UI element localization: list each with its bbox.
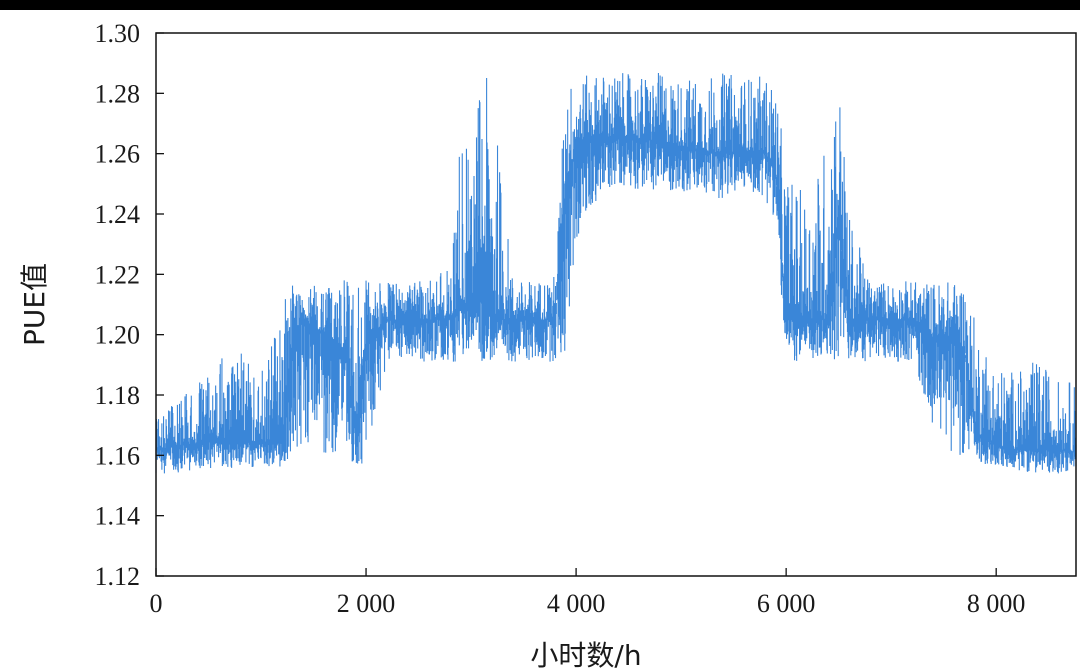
y-tick-label: 1.18 <box>95 381 141 410</box>
y-axis-title: PUE值 <box>18 263 51 346</box>
y-tick-label: 1.26 <box>95 140 141 169</box>
x-tick-label: 0 <box>150 589 163 618</box>
x-tick-label: 2 000 <box>337 589 396 618</box>
ticks-layer: 1.12 1.14 1.16 1.18 1.20 1.22 1.24 1.26 1.28 1.30… <box>95 19 1026 618</box>
y-tick-label: 1.14 <box>95 502 141 531</box>
y-tick-label: 1.16 <box>95 441 141 470</box>
x-tick-label: 4 000 <box>547 589 606 618</box>
series-0-trace <box>155 72 1077 474</box>
y-tick-label: 1.24 <box>95 200 141 229</box>
plot-frame <box>155 32 1077 577</box>
y-tick-label: 1.12 <box>95 562 141 591</box>
y-tick-label: 1.22 <box>95 260 141 289</box>
x-tick-label: 6 000 <box>757 589 816 618</box>
y-tick-label: 1.28 <box>95 79 141 108</box>
x-axis-title: 小时数/h <box>530 639 641 671</box>
series-layer <box>155 72 1077 474</box>
x-tick-label: 8 000 <box>967 589 1026 618</box>
top-black-bar <box>0 0 1080 10</box>
y-tick-label: 1.30 <box>95 19 141 48</box>
y-tick-label: 1.20 <box>95 321 141 350</box>
